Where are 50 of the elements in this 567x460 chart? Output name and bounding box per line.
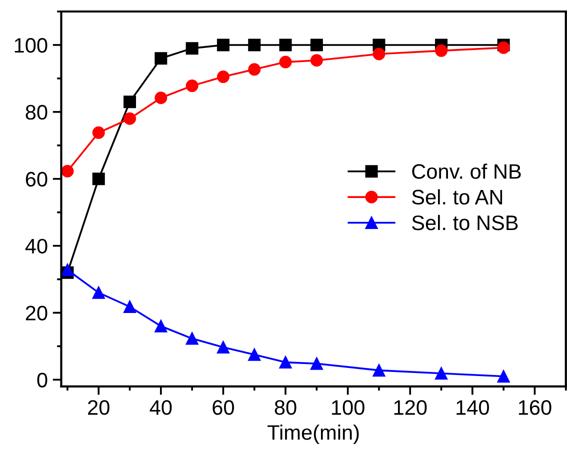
point — [279, 356, 292, 369]
point — [92, 286, 105, 299]
point — [154, 320, 168, 332]
x-tick-label: 140 — [456, 400, 489, 415]
point — [154, 92, 168, 104]
y-tick-label: 40 — [25, 238, 48, 254]
y-tick-label: 60 — [26, 172, 48, 187]
point — [61, 264, 74, 276]
point — [435, 367, 448, 380]
y-tick-label: 80 — [26, 104, 48, 120]
y-tick-label: 0 — [37, 372, 48, 388]
y-tick-label: 100 — [14, 38, 48, 53]
point — [372, 48, 386, 60]
point — [248, 348, 261, 361]
x-tick-label: 60 — [212, 400, 234, 415]
point — [92, 172, 105, 186]
point — [124, 300, 136, 313]
point — [92, 126, 105, 139]
point — [310, 357, 323, 370]
x-tick-label: 40 — [150, 400, 172, 415]
point — [124, 112, 136, 125]
point — [186, 80, 198, 92]
legend-label: Sel. to AN — [412, 189, 502, 205]
point — [310, 54, 323, 67]
point — [61, 164, 74, 178]
x-tick-label: 120 — [394, 400, 427, 415]
x-tick-label: 80 — [274, 400, 296, 415]
point — [248, 38, 261, 52]
legend-label: Conv. of NB — [412, 164, 521, 179]
point — [497, 41, 510, 54]
point — [372, 364, 386, 377]
legend-label: Sel. to NSB — [412, 214, 518, 230]
point — [216, 340, 230, 354]
point — [124, 96, 136, 108]
point — [435, 44, 448, 57]
point — [216, 38, 230, 52]
x-tick-label: 20 — [88, 400, 110, 415]
point — [497, 370, 510, 383]
point — [310, 38, 323, 52]
point — [154, 52, 168, 65]
x-tick-label: 100 — [332, 400, 364, 415]
x-axis-title: Time(min) — [268, 424, 359, 444]
point — [279, 38, 292, 52]
x-tick-label: 160 — [518, 400, 552, 415]
point — [186, 332, 198, 345]
y-tick-label: 20 — [26, 306, 48, 321]
point — [216, 70, 230, 84]
point — [279, 56, 292, 68]
point — [186, 42, 198, 55]
point — [248, 63, 261, 76]
